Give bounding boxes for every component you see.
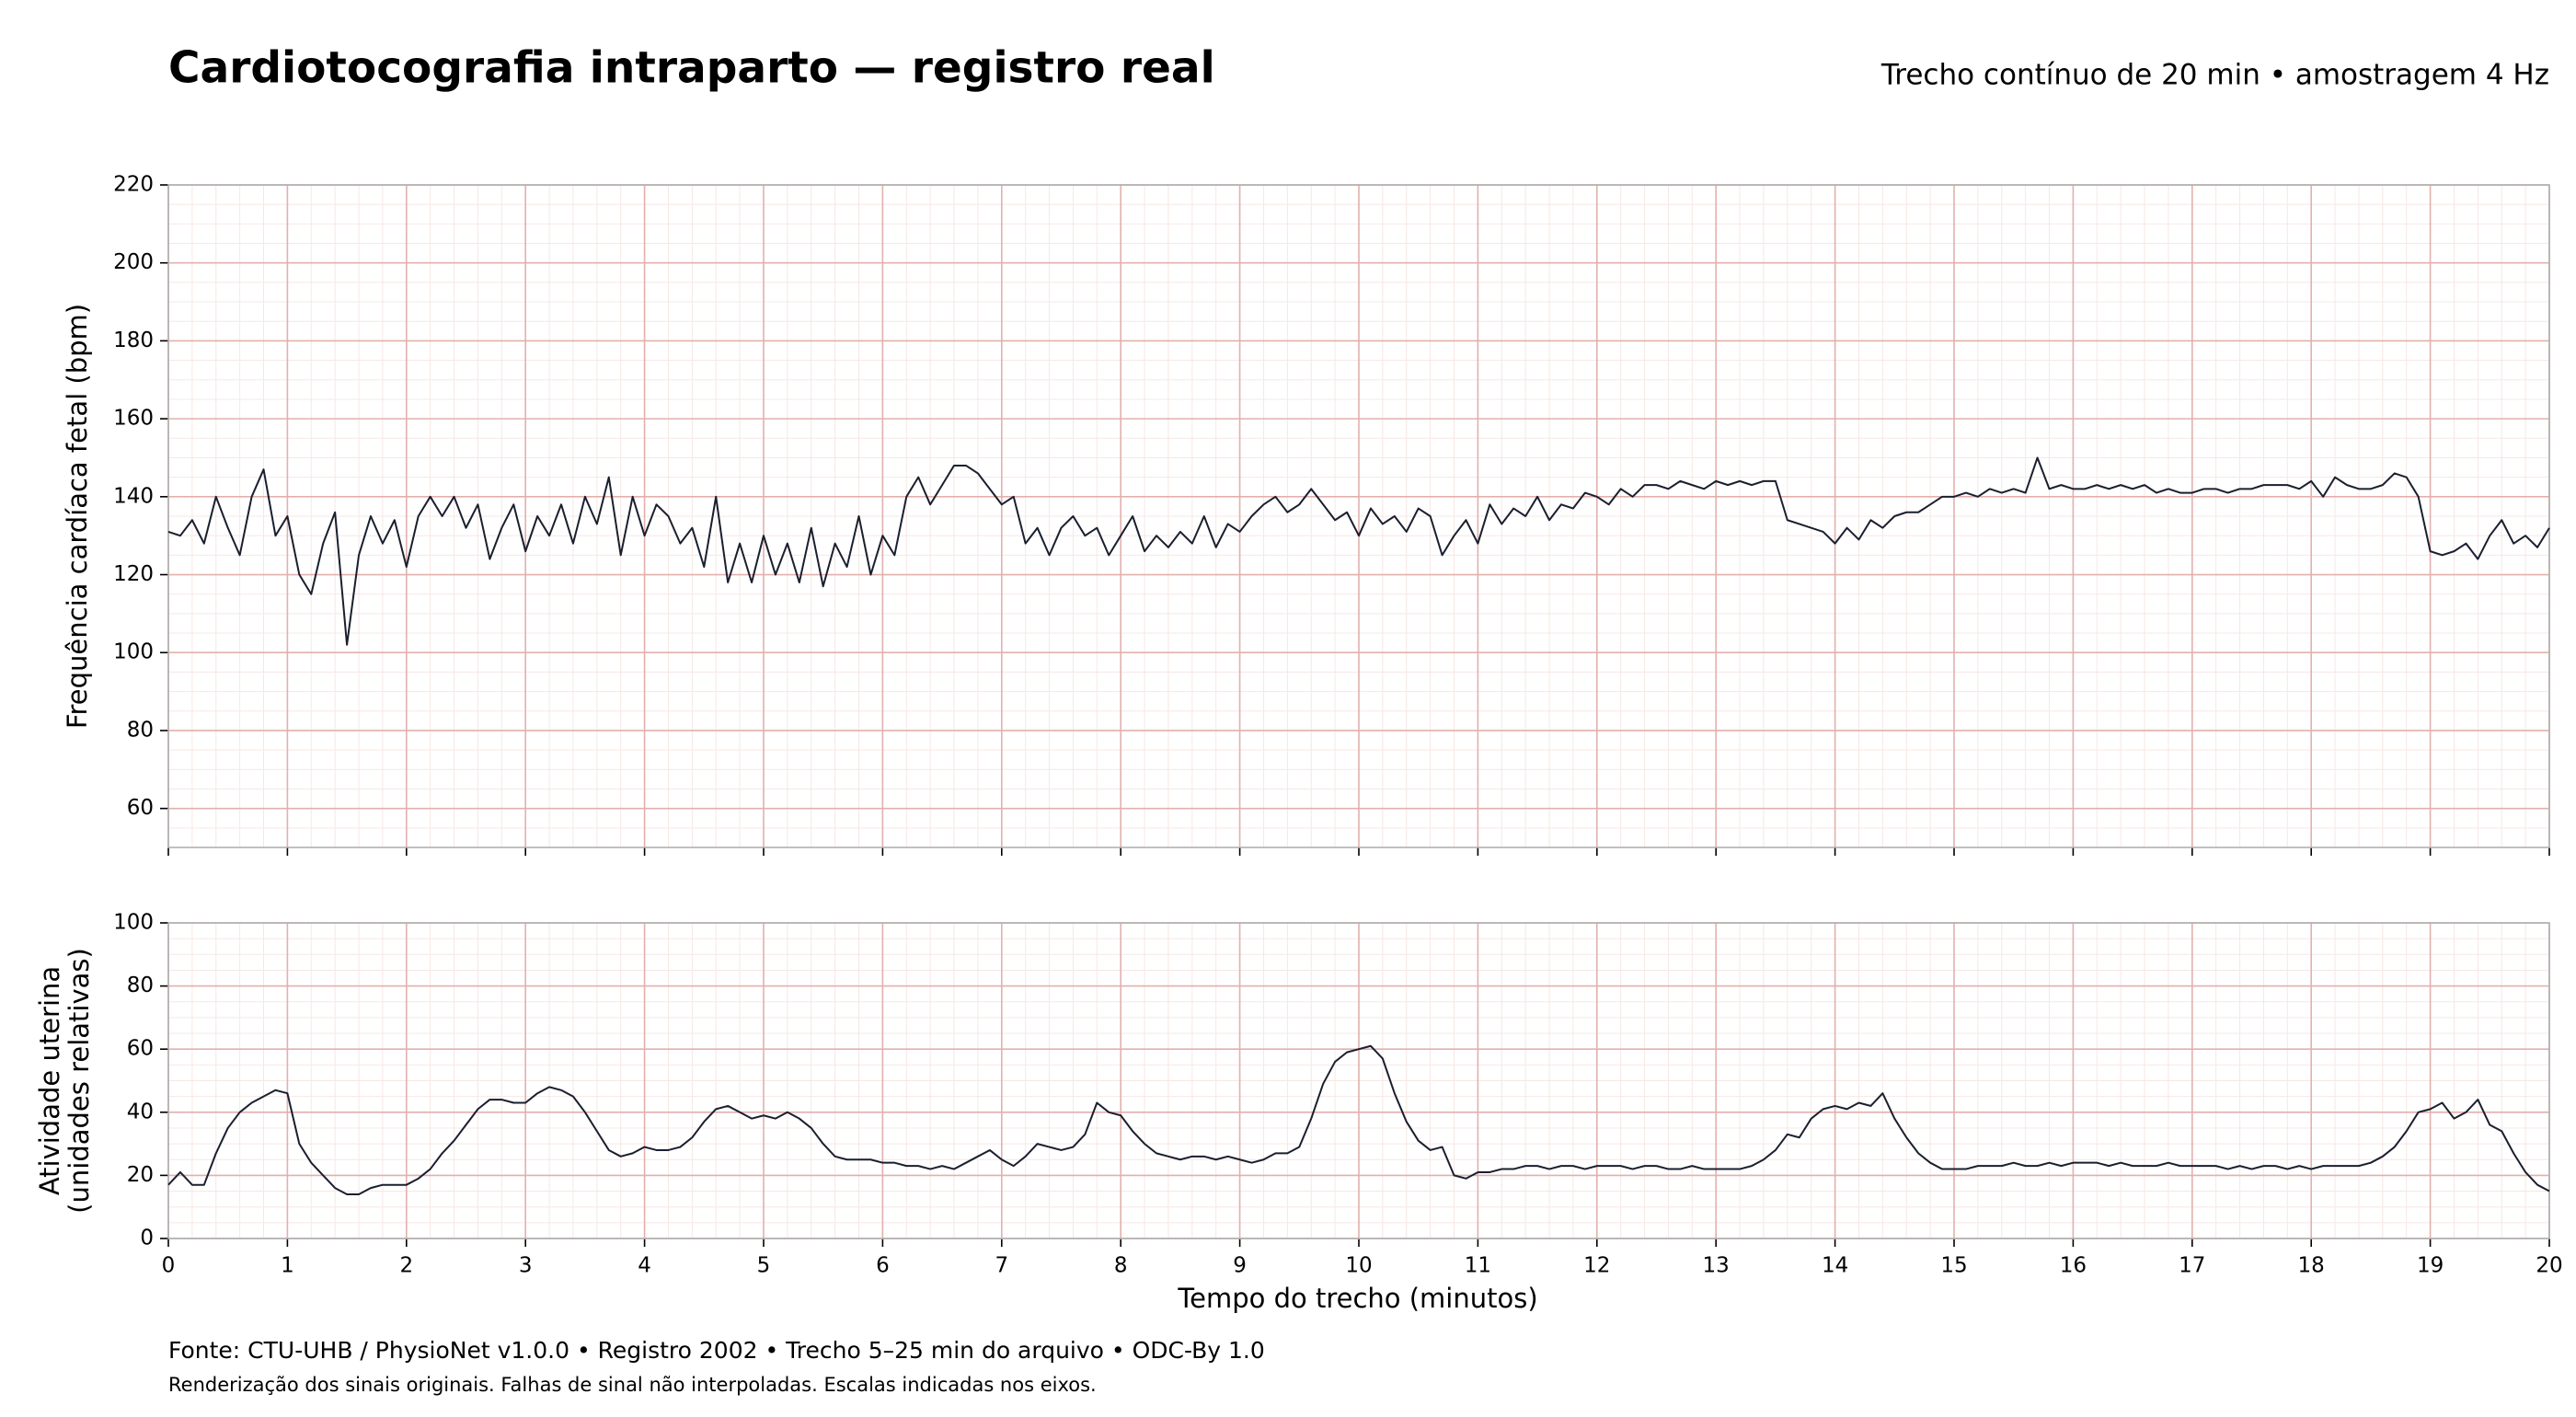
x-tick-label: 7 [995,1254,1008,1278]
x-tick-label: 15 [1940,1254,1967,1278]
chart-title: Cardiotocografia intraparto — registro r… [168,43,1215,94]
x-tick-label: 0 [162,1254,176,1278]
x-tick-label: 1 [281,1254,294,1278]
y-tick-label: 100 [113,640,154,664]
x-tick-label: 10 [1345,1254,1372,1278]
y-tick-label: 160 [113,407,154,431]
x-axis-label: Tempo do trecho (minutos) [1177,1283,1537,1314]
x-tick-label: 19 [2417,1254,2444,1278]
x-tick-label: 18 [2298,1254,2325,1278]
plot-frame [167,922,2550,1239]
x-tick-label: 2 [399,1254,413,1278]
y-axis-label: Atividade uterina [34,966,65,1195]
y-tick-label: 140 [113,484,154,508]
x-tick-label: 11 [1465,1254,1491,1278]
data-line [167,456,2550,646]
y-tick-label: 80 [127,718,154,742]
y-tick-label: 80 [127,973,154,997]
y-tick-label: 180 [113,328,154,352]
x-tick-label: 17 [2179,1254,2205,1278]
footnote: Renderização dos sinais originais. Falha… [168,1374,1097,1396]
y-tick-label: 20 [127,1163,154,1187]
y-tick-label: 120 [113,562,154,586]
plot-frame [167,184,2550,848]
chart-subtitle: Trecho contínuo de 20 min • amostragem 4… [1880,59,2549,92]
y-tick-label: 200 [113,250,154,274]
data-line [167,1044,2550,1195]
y-tick-label: 220 [113,173,154,197]
y-tick-label: 100 [113,911,154,935]
y-axis-label: (unidades relativas) [63,948,95,1214]
x-tick-label: 3 [519,1254,533,1278]
source-note: Fonte: CTU-UHB / PhysioNet v1.0.0 • Regi… [168,1337,1265,1364]
y-tick-label: 60 [127,796,154,820]
y-tick-label: 60 [127,1037,154,1061]
x-tick-label: 6 [876,1254,890,1278]
x-tick-label: 12 [1583,1254,1610,1278]
x-tick-label: 13 [1703,1254,1730,1278]
x-tick-label: 5 [757,1254,771,1278]
x-tick-label: 4 [638,1254,651,1278]
y-tick-label: 40 [127,1100,154,1123]
y-axis-label: Frequência cardíaca fetal (bpm) [62,304,93,729]
x-tick-label: 8 [1114,1254,1128,1278]
x-tick-label: 9 [1233,1254,1247,1278]
x-tick-label: 16 [2060,1254,2087,1278]
y-tick-label: 0 [140,1227,154,1250]
x-tick-label: 14 [1822,1254,1848,1278]
x-tick-label: 20 [2536,1254,2562,1278]
